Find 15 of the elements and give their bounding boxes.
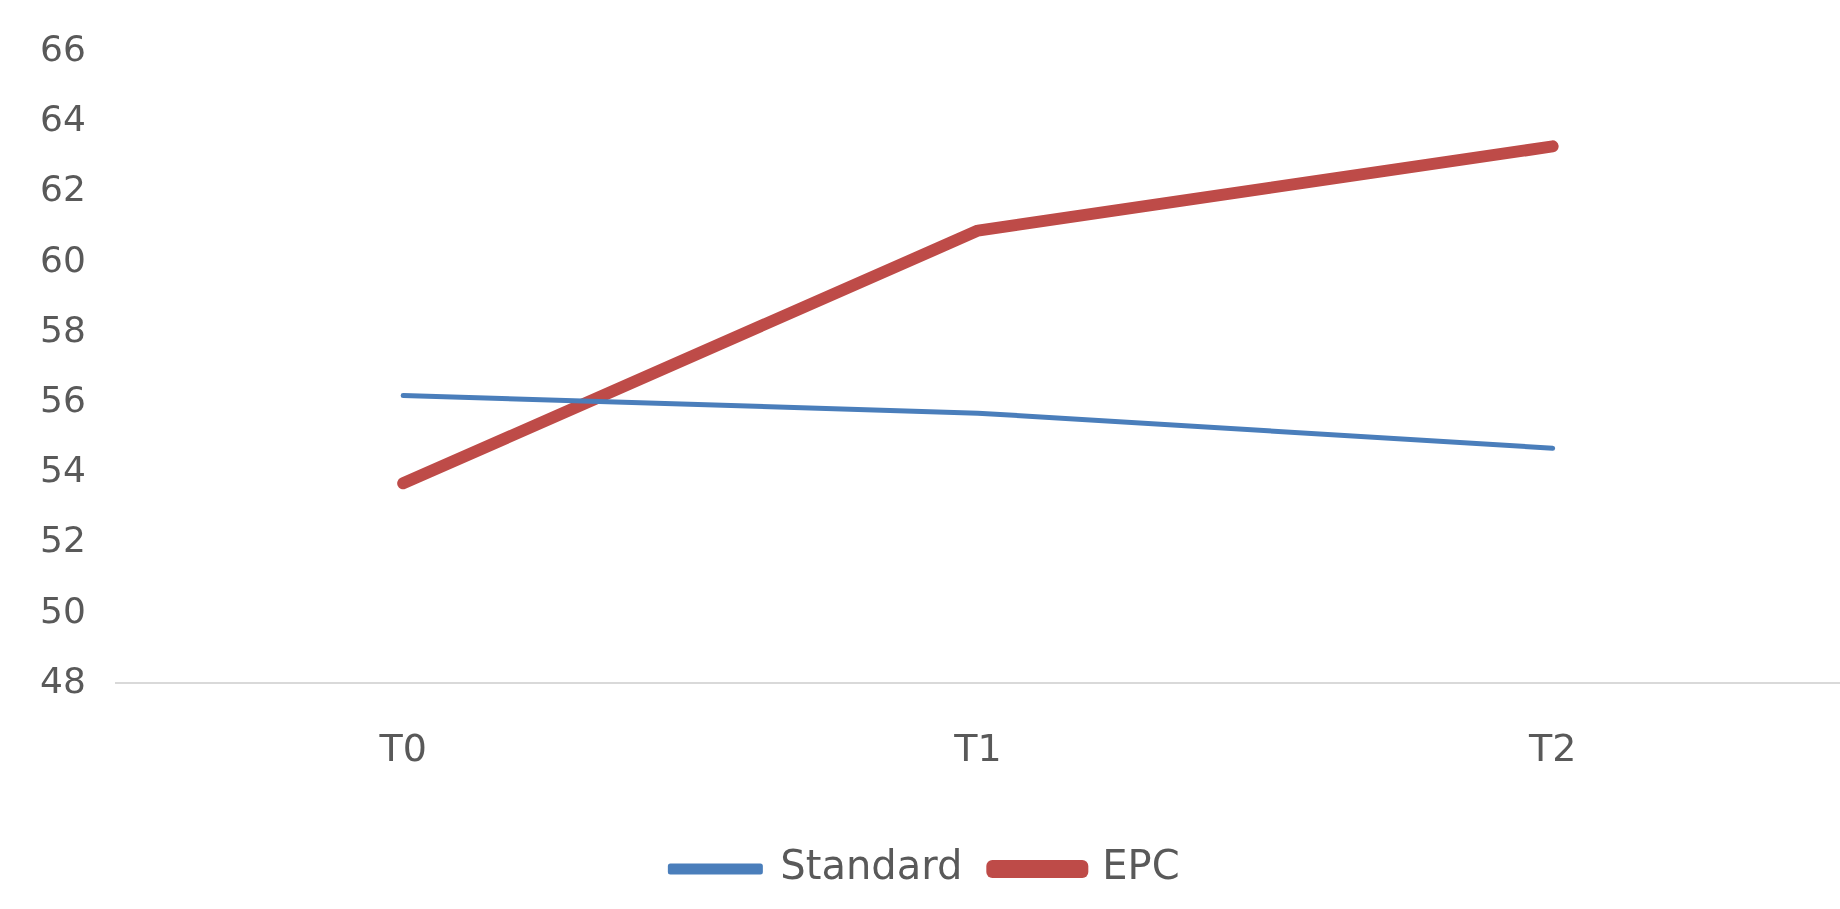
x-tick-label: T0 — [378, 726, 427, 771]
x-tick-label: T1 — [953, 726, 1002, 771]
y-tick-label: 62 — [40, 168, 86, 210]
legend-label: Standard — [780, 842, 963, 889]
y-tick-label: 48 — [40, 659, 86, 701]
y-tick-label: 60 — [40, 238, 86, 280]
y-tick-label: 54 — [40, 449, 86, 491]
y-tick-label: 52 — [40, 519, 86, 561]
y-tick-label: 58 — [40, 308, 86, 350]
y-tick-label: 66 — [40, 27, 86, 69]
x-tick-label: T2 — [1527, 726, 1577, 771]
y-tick-label: 64 — [40, 98, 86, 140]
legend-label: EPC — [1102, 842, 1180, 889]
y-tick-label: 56 — [40, 378, 86, 420]
y-tick-label: 50 — [40, 589, 86, 631]
